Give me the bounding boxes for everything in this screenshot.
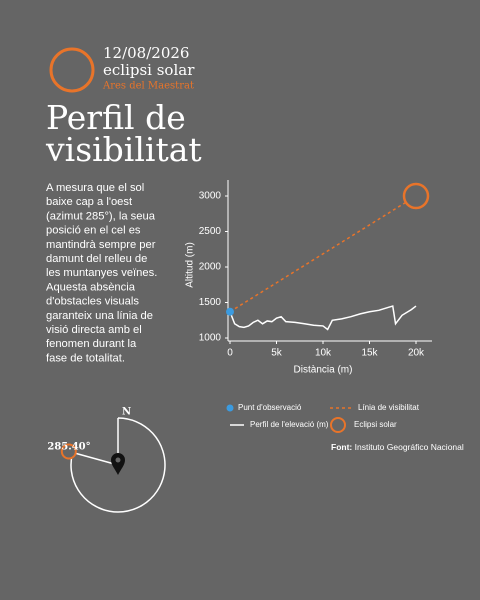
legend-swatch (330, 417, 346, 433)
eclipse-marker (402, 182, 430, 210)
description-line: A mesura que el sol (46, 182, 144, 194)
azimuth-arc (70, 417, 166, 513)
place: Ares del Maestrat (102, 81, 194, 92)
x-tick-label: 15k (361, 348, 378, 359)
source-text: Instituto Geográfico Nacional (355, 442, 464, 452)
description-line: baixe cap a l'oest (46, 196, 133, 208)
north-label: N (122, 407, 131, 418)
sun-position (60, 443, 77, 460)
description-line: Aquesta absència (46, 281, 136, 293)
location-pin (111, 453, 125, 475)
y-tick-label: 1500 (199, 297, 222, 308)
description-line: fase de totalitat. (46, 352, 125, 364)
x-tick-label: 20k (408, 348, 425, 359)
y-tick-label: 3000 (199, 191, 222, 202)
source: Font: Instituto Geográfico Nacional (331, 442, 464, 452)
date: 12/08/2026 (103, 44, 189, 62)
description-line: (azimut 285°), la seua (46, 210, 156, 222)
legend-label: Línia de visibilitat (358, 403, 420, 412)
elevation-line (229, 305, 417, 331)
x-axis-label: Distància (m) (294, 365, 353, 376)
event: eclipsi solar (103, 61, 195, 79)
visibility-line (229, 195, 417, 313)
description-line: damunt del relleu de (46, 253, 147, 265)
azimuth-line (72, 451, 119, 466)
observation-point (226, 307, 234, 316)
description-line: posició en el cel es (46, 225, 141, 237)
legend-label: Eclipsi solar (354, 420, 397, 429)
y-tick-label: 2000 (199, 262, 222, 273)
legend-label: Punt d'observació (238, 403, 302, 412)
description-line: les muntanyes veïnes. (46, 267, 157, 279)
description-line: garanteix una línia de (46, 310, 153, 322)
legend-swatch (226, 404, 234, 412)
x-tick-label: 0 (227, 348, 233, 359)
source-label: Font: (331, 442, 352, 452)
pin-hole (115, 457, 121, 463)
x-tick-label: 10k (315, 348, 332, 359)
y-tick-label: 1000 (199, 333, 222, 344)
sun-icon (49, 47, 95, 93)
y-axis-label: Altitud (m) (185, 242, 196, 288)
x-tick-label: 5k (271, 348, 283, 359)
y-tick-label: 2500 (199, 226, 222, 237)
description-line: visió directa amb el (46, 324, 142, 336)
title: Perfil de (46, 98, 186, 137)
description-line: fenomen durant la (46, 338, 137, 350)
azimuth-label: 285.40° (47, 442, 90, 453)
legend-label: Perfil de l'elevació (m) (250, 420, 329, 429)
description-line: mantindrà sempre per (46, 239, 156, 251)
description-line: d'obstacles visuals (46, 296, 139, 308)
title: visibilitat (45, 130, 202, 169)
